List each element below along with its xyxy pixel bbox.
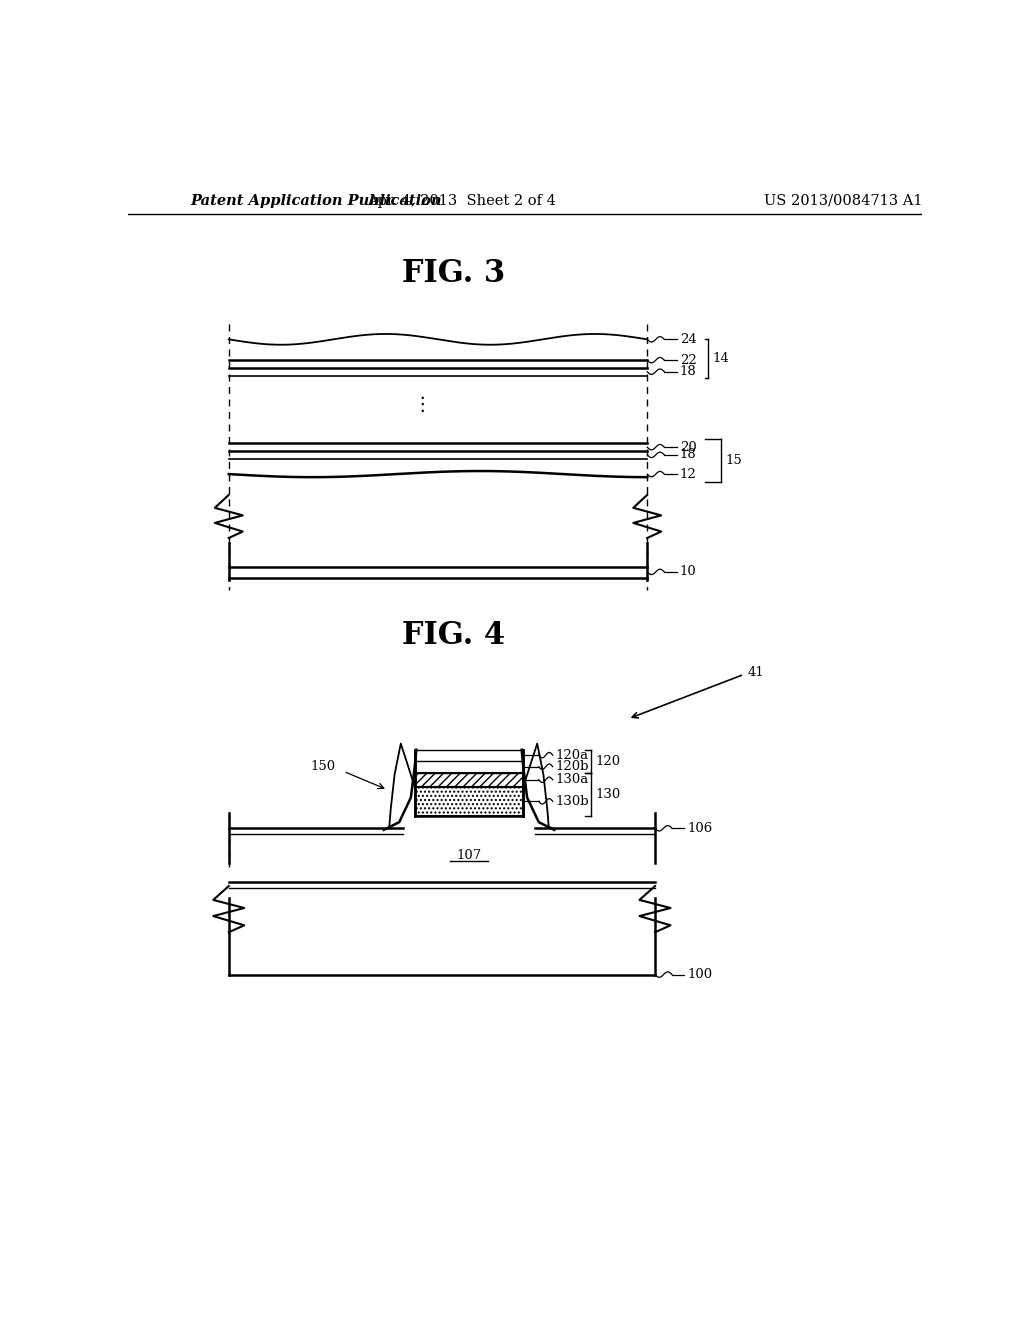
Text: 41: 41 [748, 667, 765, 680]
Text: 106: 106 [687, 822, 713, 834]
Text: 10: 10 [680, 565, 696, 578]
Bar [415, 787, 523, 816]
Text: FIG. 4: FIG. 4 [402, 620, 505, 651]
Text: 120: 120 [595, 755, 621, 768]
Text: FIG. 3: FIG. 3 [401, 259, 505, 289]
Text: Patent Application Publication: Patent Application Publication [190, 194, 441, 207]
Text: 120b: 120b [556, 760, 589, 774]
Text: Apr. 4, 2013  Sheet 2 of 4: Apr. 4, 2013 Sheet 2 of 4 [367, 194, 556, 207]
Text: 18: 18 [680, 449, 696, 462]
Text: 22: 22 [680, 354, 696, 367]
Text: 20: 20 [680, 441, 696, 454]
Text: 120a: 120a [556, 748, 589, 762]
Text: 14: 14 [713, 352, 729, 366]
Text: ⋮: ⋮ [413, 395, 432, 414]
Text: 150: 150 [310, 760, 336, 774]
Text: 130b: 130b [556, 795, 590, 808]
Text: 15: 15 [726, 454, 742, 467]
Text: 107: 107 [457, 849, 481, 862]
Text: 12: 12 [680, 467, 696, 480]
Text: 18: 18 [680, 366, 696, 379]
Text: 100: 100 [687, 968, 713, 981]
Text: US 2013/0084713 A1: US 2013/0084713 A1 [764, 194, 922, 207]
Text: 24: 24 [680, 333, 696, 346]
Text: 130a: 130a [556, 774, 589, 787]
Text: 130: 130 [595, 788, 621, 801]
Bar [415, 774, 523, 787]
